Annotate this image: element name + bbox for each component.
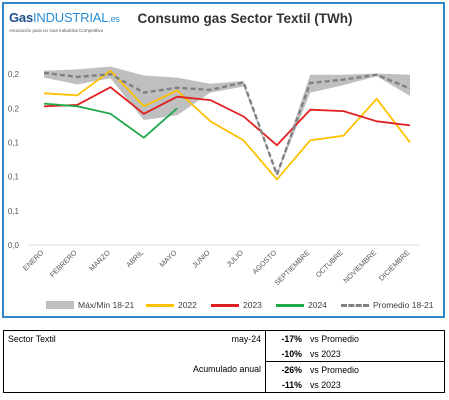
legend-swatch-2023 [211,303,239,307]
x-tick-label: FEBRERO [48,248,79,279]
x-tick-label: SEPTIEMBRE [272,248,311,287]
legend-label-2023: 2023 [243,300,262,310]
x-tick-label: MARZO [87,248,112,273]
x-tick-label: AGOSTO [250,248,278,276]
delta-text: vs Promedio [306,330,445,346]
chart-legend: Máx/Min 18-21 2022 2023 2024 Promedio 18… [46,298,436,312]
legend-item-band: Máx/Min 18-21 [46,298,134,312]
x-tick-label: OCTUBRE [314,248,345,279]
legend-swatch-2022 [146,303,174,307]
x-tick-label: JUNIO [190,248,212,270]
delta-value: -17% [265,330,306,346]
y-tick-label: 0,0 [8,241,20,250]
ytd-label: Acumulado anual [182,361,266,377]
legend-item-2022: 2022 [146,298,197,312]
logo-industrial: INDUSTRIAL [32,10,109,25]
legend-swatch-band [46,301,74,309]
delta-text: vs 2023 [306,377,445,393]
logo-tagline: Asociación para un Gas Industrial Compet… [9,28,104,33]
series-line-2022 [43,69,411,181]
delta-value: -10% [265,346,306,362]
series-line-2024 [43,102,178,139]
delta-value: -11% [265,377,306,393]
legend-item-2023: 2023 [211,298,262,312]
empty-cell [3,377,182,393]
legend-swatch-promedio [341,303,369,307]
chart-frame [2,2,445,318]
band-max-min-area [44,66,410,176]
summary-row: Sector Textil may-24 -17% vs Promedio [3,330,445,346]
logo-es: .es [108,14,120,24]
empty-cell [3,346,182,362]
x-tick-label: JULIO [224,248,245,269]
gasindustrial-logo: GasINDUSTRIAL.es Asociación para un Gas … [9,10,129,40]
legend-item-2024: 2024 [276,298,327,312]
delta-text: vs Promedio [306,361,445,377]
delta-text: vs 2023 [306,346,445,362]
y-tick-label: 0,2 [8,70,20,79]
logo-gas: Gas [9,10,33,25]
empty-cell [182,346,266,362]
y-tick-label: 0,1 [8,207,20,216]
y-tick-label: 0,1 [8,173,20,182]
legend-label-2022: 2022 [178,300,197,310]
x-tick-label: ENERO [21,248,46,273]
empty-cell [3,361,182,377]
sector-label: Sector Textil [3,330,182,346]
period-label: may-24 [182,330,266,346]
x-tick-label: ABRIL [124,248,145,269]
series-line-2023 [43,86,411,147]
x-tick-label: DICIEMBRE [377,248,412,283]
empty-cell [182,377,266,393]
series-line-promedio-18-21 [43,71,411,176]
summary-row: -10% vs 2023 [3,346,445,362]
legend-label-promedio: Promedio 18-21 [373,300,434,310]
summary-row: Acumulado anual -26% vs Promedio [3,361,445,377]
logo-wordmark: GasINDUSTRIAL.es [9,10,129,27]
legend-label-2024: 2024 [308,300,327,310]
chart-title: Consumo gas Sector Textil (TWh) [137,11,353,26]
legend-swatch-2024 [276,303,304,307]
delta-value: -26% [265,361,306,377]
y-tick-label: 0,1 [8,139,20,148]
x-tick-label: MAYO [158,248,179,269]
chart-plot: 0,0 0,1 0,1 0,1 0,2 0,2 ENERO FEBRERO MARZO ABRIL… [8,66,420,287]
x-tick-label: NOVIEMBRE [341,248,378,285]
legend-item-promedio: Promedio 18-21 [341,298,433,312]
summary-row: -11% vs 2023 [3,377,445,393]
legend-label-band: Máx/Min 18-21 [78,300,135,310]
y-tick-label: 0,2 [8,104,20,113]
summary-table: Sector Textil may-24 -17% vs Promedio -1… [3,330,445,393]
